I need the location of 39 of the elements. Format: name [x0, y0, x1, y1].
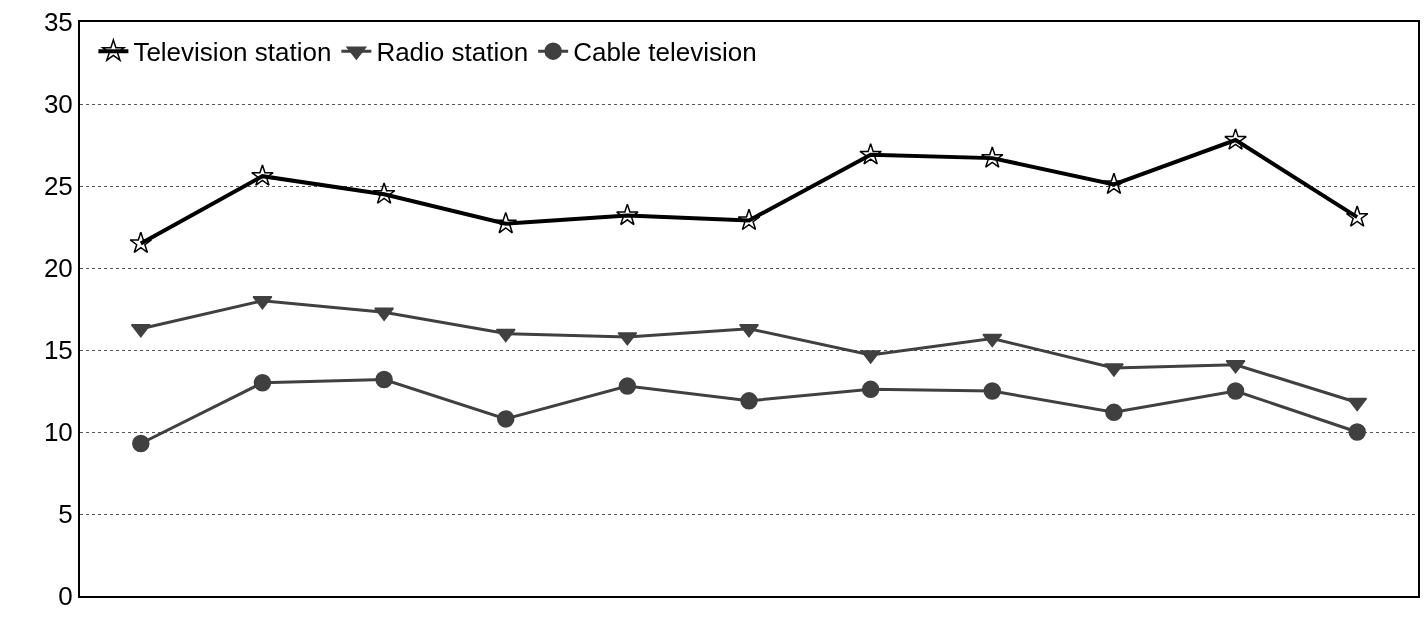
point	[859, 142, 883, 165]
point	[1347, 397, 1368, 412]
point	[1105, 403, 1123, 422]
point	[739, 323, 759, 338]
point	[130, 323, 151, 338]
y-tick-label: 15	[43, 335, 73, 366]
point	[129, 231, 153, 254]
point	[496, 410, 515, 428]
point	[374, 307, 395, 322]
point	[861, 380, 880, 399]
point	[1348, 423, 1366, 441]
y-tick-label: 20	[43, 253, 73, 284]
point	[1345, 205, 1369, 227]
point	[1224, 128, 1247, 150]
point	[253, 374, 272, 392]
y-tick-label: 30	[43, 89, 73, 120]
y-tick-label: 35	[43, 7, 73, 38]
point	[980, 146, 1004, 168]
y-tick-label: 10	[43, 417, 73, 448]
point	[132, 434, 150, 453]
legend-label: Cable television	[573, 37, 757, 68]
point	[1226, 382, 1245, 400]
y-tick-label: 5	[58, 499, 73, 530]
point	[495, 328, 516, 343]
point	[982, 333, 1003, 348]
point	[740, 392, 758, 410]
point	[372, 182, 396, 205]
point	[1102, 172, 1126, 195]
y-tick-label: 0	[58, 581, 73, 612]
legend-label: Radio station	[376, 37, 529, 68]
point	[737, 208, 761, 231]
y-tick-label: 25	[43, 171, 73, 202]
legend-label: Television station	[133, 37, 332, 68]
point	[375, 370, 393, 389]
point	[618, 377, 637, 395]
point	[983, 382, 1002, 400]
point	[615, 203, 639, 226]
point	[494, 211, 518, 234]
point	[251, 164, 274, 186]
